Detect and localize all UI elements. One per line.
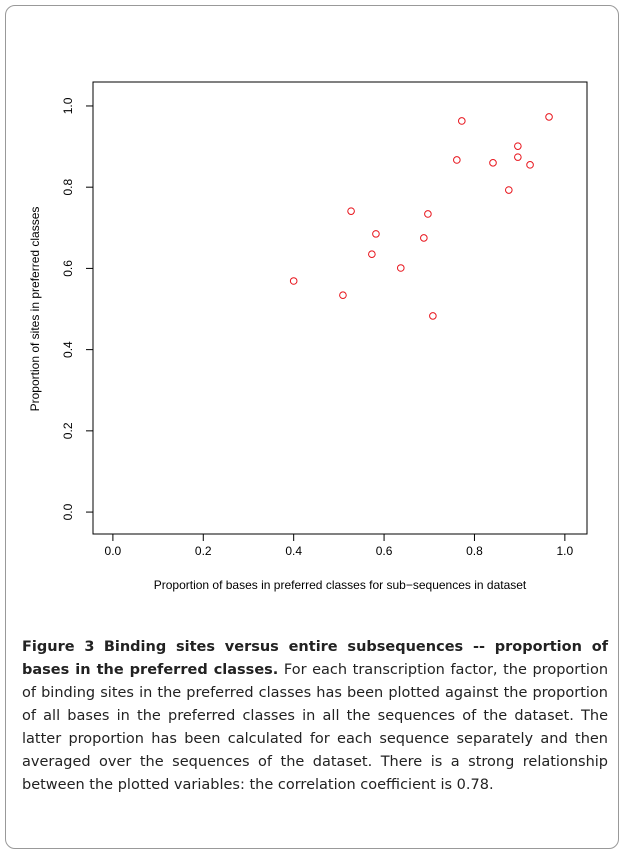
- point: [514, 153, 522, 161]
- point: [458, 117, 466, 125]
- point: [339, 291, 347, 300]
- point: [372, 230, 380, 238]
- point: [289, 277, 298, 285]
- x-axis-label: Proportion of bases in preferred classes…: [154, 578, 527, 592]
- caption-period: .: [272, 662, 279, 678]
- caption-text: For each transcription factor, the propo…: [22, 662, 609, 793]
- x-tick-label: 0.8: [466, 544, 483, 558]
- point: [424, 210, 432, 218]
- plot-frame: [92, 81, 588, 535]
- figure-frame: [5, 5, 619, 849]
- point: [505, 186, 513, 194]
- point: [489, 159, 497, 167]
- point: [453, 156, 461, 164]
- x-tick-label: 0.2: [195, 544, 212, 558]
- caption-title: Binding sites versus entire subsequences…: [22, 639, 609, 678]
- y-tick-label: 1.0: [61, 97, 75, 114]
- point: [526, 161, 534, 169]
- point: [396, 264, 405, 272]
- chart: Proportion of bases in preferred classes…: [28, 81, 588, 592]
- y-tick-label: 0.6: [61, 260, 75, 277]
- caption-label: Figure 3: [22, 639, 95, 655]
- y-tick-label: 0.4: [61, 341, 75, 358]
- point: [429, 312, 437, 320]
- point: [420, 234, 428, 242]
- caption: Figure 3 Binding sites versus entire sub…: [22, 636, 608, 797]
- y-tick-label: 0.8: [61, 179, 75, 196]
- x-tick-label: 1.0: [557, 544, 574, 558]
- x-tick-label: 0.4: [285, 544, 302, 558]
- point: [545, 113, 553, 121]
- y-tick-label: 0.2: [61, 422, 75, 439]
- x-tick-label: 0.6: [376, 544, 393, 558]
- point: [347, 207, 355, 215]
- y-axis-label: Proportion of sites in preferred classes: [28, 207, 42, 412]
- y-tick-label: 0.0: [61, 503, 75, 520]
- x-tick-label: 0.0: [105, 544, 122, 558]
- point: [514, 142, 522, 150]
- point: [368, 250, 376, 258]
